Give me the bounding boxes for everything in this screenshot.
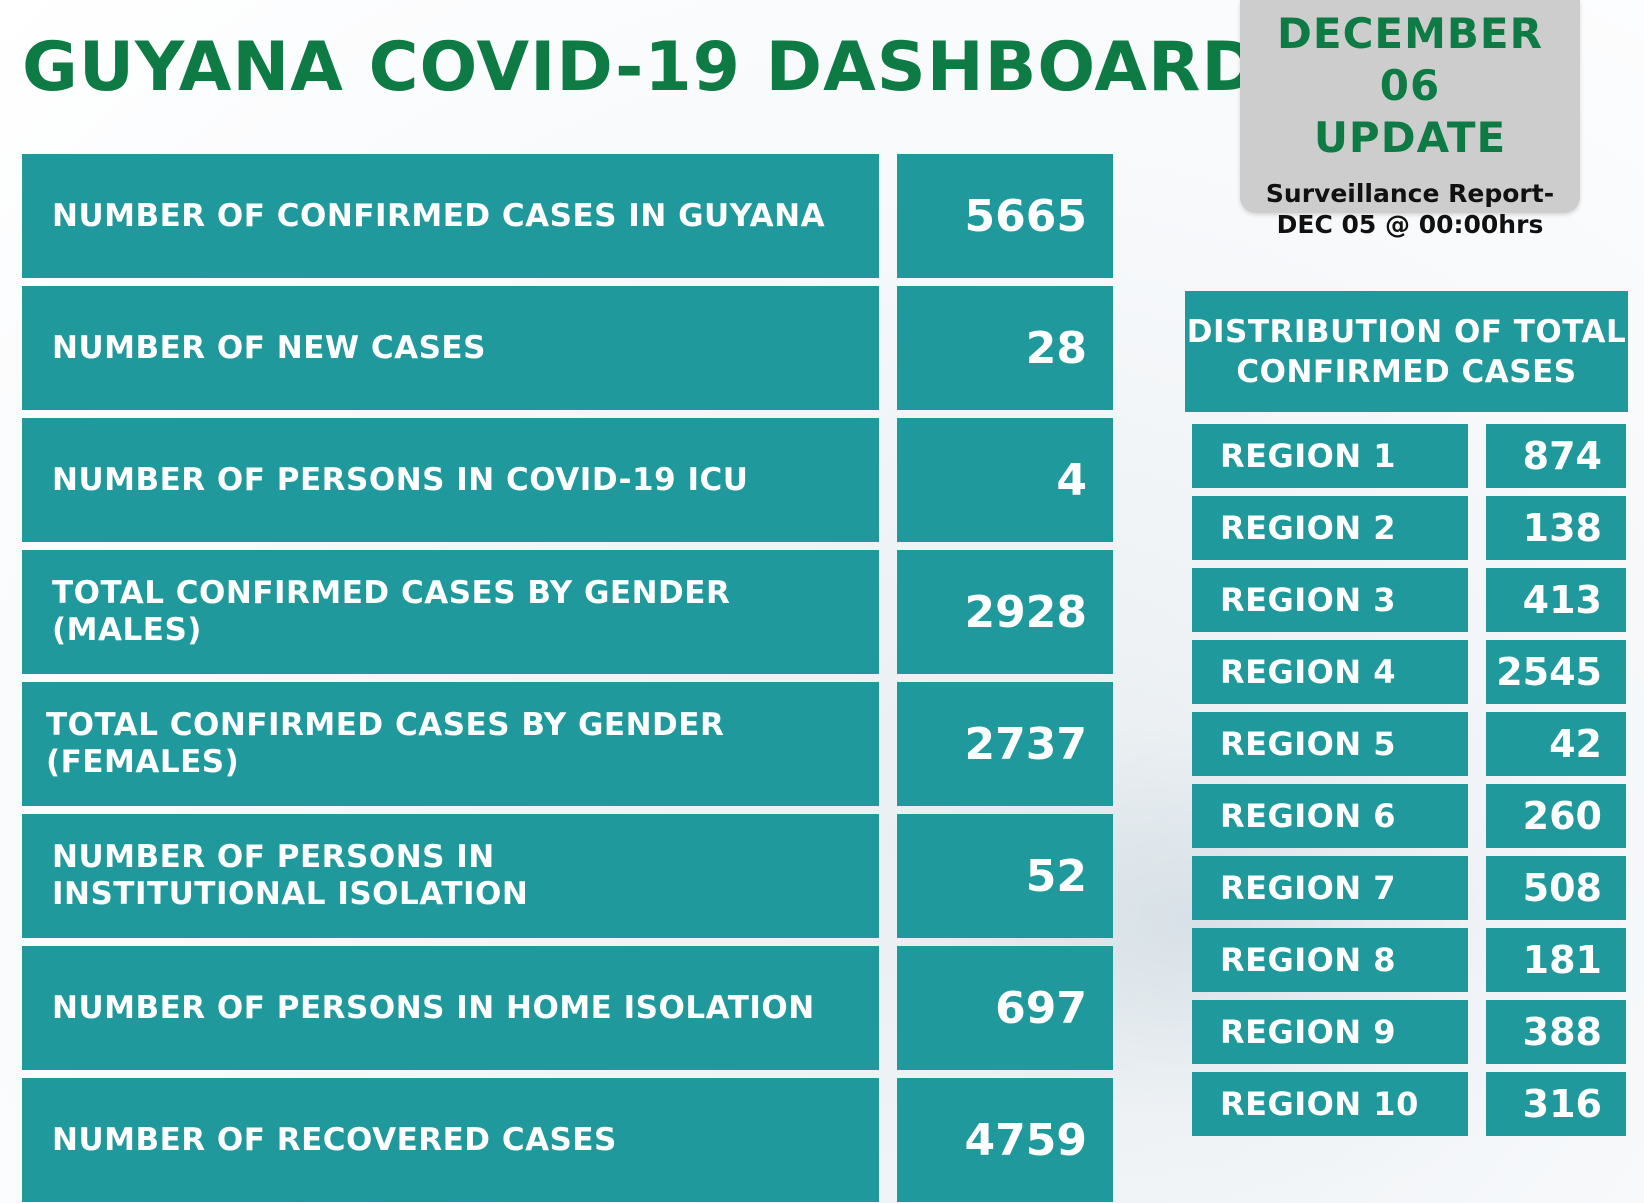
stat-value-new-cases: 28: [897, 286, 1113, 410]
stat-label-institutional-isolation: NUMBER OF PERSONS IN INSTITUTIONAL ISOLA…: [22, 814, 879, 938]
update-line-1: DECEMBER 06: [1277, 9, 1543, 110]
region-value: 2545: [1486, 640, 1626, 704]
region-label: REGION 6: [1192, 784, 1468, 848]
surveillance-report: Surveillance Report- DEC 05 @ 00:00hrs: [1240, 178, 1580, 240]
update-line-2: UPDATE: [1313, 113, 1507, 162]
distribution-heading-line-1: DISTRIBUTION OF TOTAL: [1186, 313, 1627, 350]
stat-value-institutional-isolation: 52: [897, 814, 1113, 938]
stat-value-females: 2737: [897, 682, 1113, 806]
stat-value-males: 2928: [897, 550, 1113, 674]
region-label: REGION 2: [1192, 496, 1468, 560]
distribution-heading-line-2: CONFIRMED CASES: [1236, 353, 1577, 390]
page-title: GUYANA COVID-19 DASHBOARD: [22, 28, 1259, 107]
region-value: 138: [1486, 496, 1626, 560]
region-value: 388: [1486, 1000, 1626, 1064]
update-badge: DECEMBER 06 UPDATE Surveillance Report- …: [1240, 0, 1580, 239]
region-value: 181: [1486, 928, 1626, 992]
region-label: REGION 3: [1192, 568, 1468, 632]
stat-value-home-isolation: 697: [897, 946, 1113, 1070]
stat-value-recovered: 4759: [897, 1078, 1113, 1202]
stat-value-icu: 4: [897, 418, 1113, 542]
region-label: REGION 5: [1192, 712, 1468, 776]
region-label: REGION 7: [1192, 856, 1468, 920]
region-value: 260: [1486, 784, 1626, 848]
region-label: REGION 8: [1192, 928, 1468, 992]
update-date: DECEMBER 06 UPDATE: [1240, 8, 1580, 164]
stat-value-confirmed: 5665: [897, 154, 1113, 278]
region-label: REGION 10: [1192, 1072, 1468, 1136]
stat-label-new-cases: NUMBER OF NEW CASES: [22, 286, 879, 410]
stat-label-recovered: NUMBER OF RECOVERED CASES: [22, 1078, 879, 1202]
region-value: 874: [1486, 424, 1626, 488]
region-value: 316: [1486, 1072, 1626, 1136]
region-value: 42: [1486, 712, 1626, 776]
stat-label-icu: NUMBER OF PERSONS IN COVID-19 ICU: [22, 418, 879, 542]
stat-label-females: TOTAL CONFIRMED CASES BY GENDER (FEMALES…: [22, 682, 879, 806]
region-label: REGION 9: [1192, 1000, 1468, 1064]
surveillance-line-1: Surveillance Report-: [1265, 179, 1555, 208]
region-value: 413: [1486, 568, 1626, 632]
surveillance-line-2: DEC 05 @ 00:00hrs: [1276, 210, 1544, 239]
stat-label-home-isolation: NUMBER OF PERSONS IN HOME ISOLATION: [22, 946, 879, 1070]
stat-label-confirmed: NUMBER OF CONFIRMED CASES IN GUYANA: [22, 154, 879, 278]
region-label: REGION 4: [1192, 640, 1468, 704]
region-label: REGION 1: [1192, 424, 1468, 488]
region-value: 508: [1486, 856, 1626, 920]
stat-label-males: TOTAL CONFIRMED CASES BY GENDER (MALES): [22, 550, 879, 674]
distribution-heading: DISTRIBUTION OF TOTAL CONFIRMED CASES: [1185, 291, 1628, 412]
